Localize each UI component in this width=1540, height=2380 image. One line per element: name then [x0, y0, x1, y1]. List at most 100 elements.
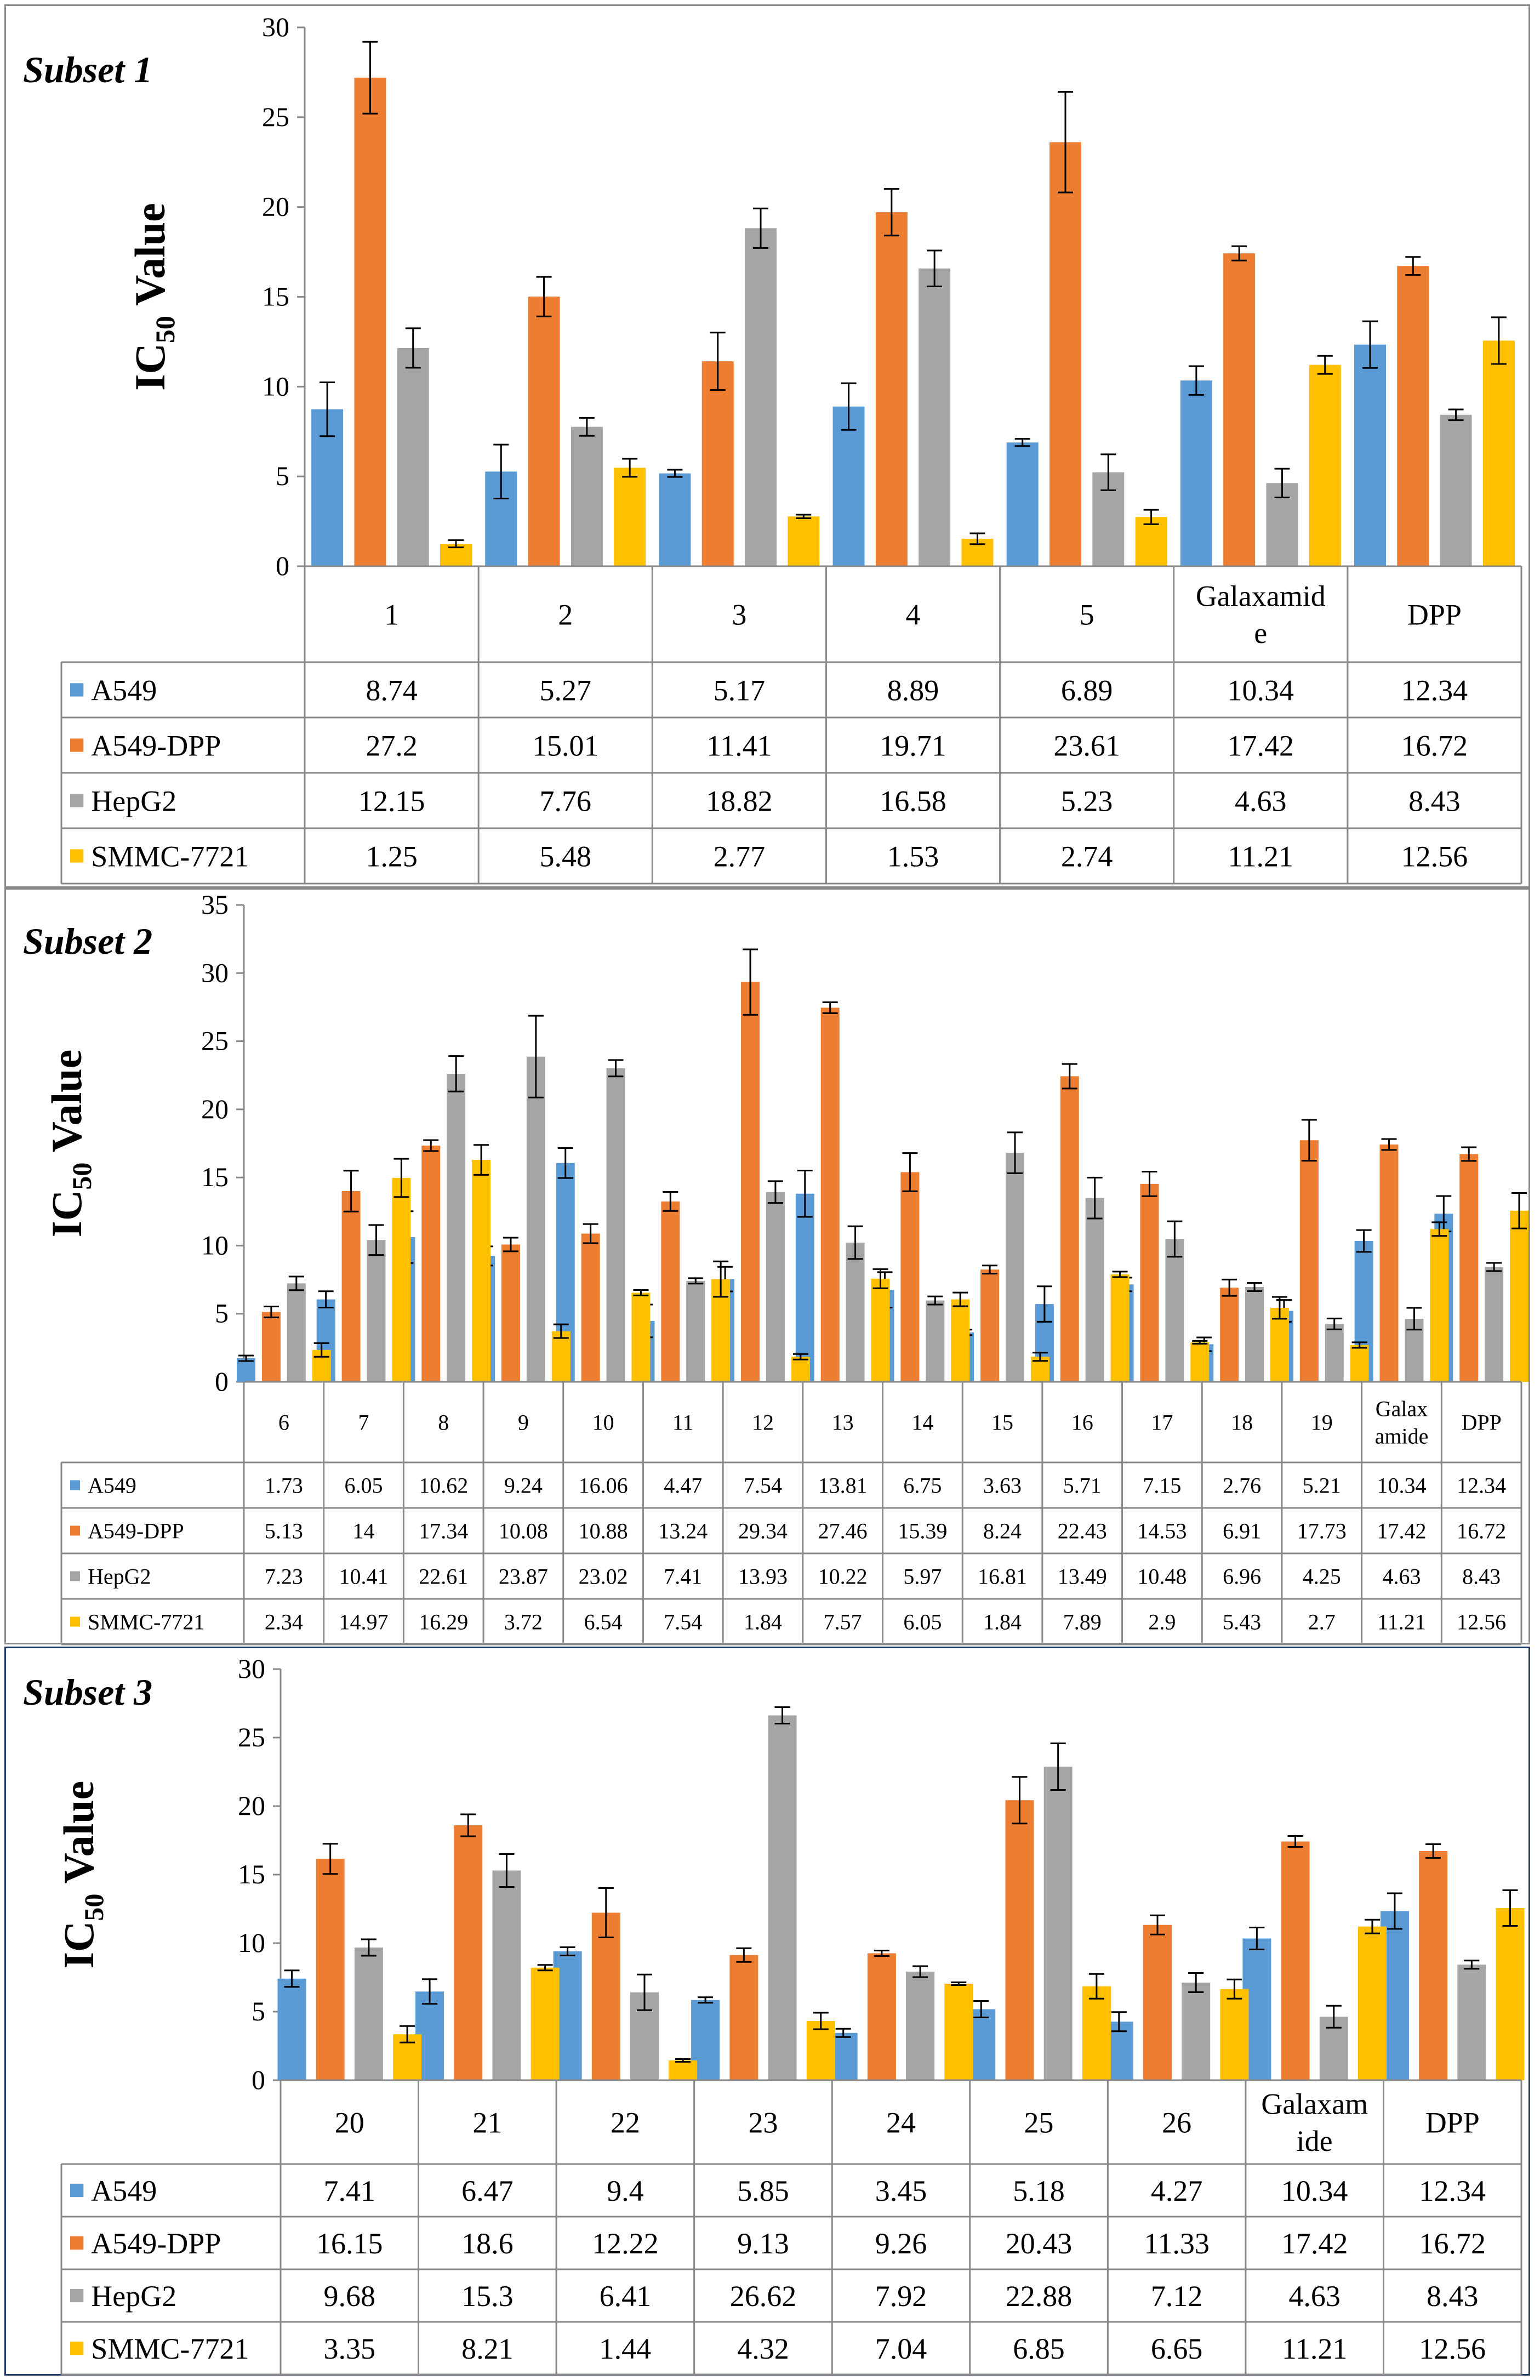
table-cell-value: 22.61: [419, 1564, 468, 1589]
bar-smmc-7721-dpp: [1496, 1908, 1525, 2080]
legend-swatch-a549: [70, 683, 84, 697]
table-cell-value: 8.43: [1427, 2280, 1479, 2313]
table-cell-value: 7.89: [1063, 1610, 1102, 1635]
table-cell-value: 6.91: [1223, 1519, 1261, 1544]
table-cell-value: 9.68: [324, 2280, 376, 2313]
y-tick-label: 25: [262, 101, 289, 132]
table-cell-value: 6.75: [903, 1473, 942, 1498]
table-cell-value: 17.42: [1281, 2227, 1348, 2260]
table-cell-value: 6.65: [1151, 2332, 1203, 2365]
bar-hepg2-11: [686, 1280, 705, 1382]
table-cell-value: 1.53: [887, 840, 939, 873]
category-label: 6: [278, 1410, 289, 1435]
bar-smmc-7721-17: [1190, 1342, 1210, 1382]
bar-hepg2-21: [492, 1870, 521, 2080]
y-axis-label-subscript: 50: [150, 316, 180, 343]
table-cell-value: 8.74: [366, 674, 418, 707]
bar-hepg2-6: [287, 1283, 306, 1382]
category-label: 10: [592, 1410, 614, 1435]
table-cell-value: 8.24: [983, 1519, 1022, 1544]
table-cell-value: 16.72: [1457, 1519, 1506, 1544]
table-cell-value: 9.26: [875, 2227, 927, 2260]
bar-smmc-7721-25: [1082, 1986, 1111, 2080]
table-cell-value: 4.25: [1303, 1564, 1341, 1589]
y-tick-label: 20: [262, 191, 289, 222]
bar-a549-dpp-dpp: [1419, 1851, 1448, 2080]
category-label: 16: [1071, 1410, 1093, 1435]
table-cell-value: 7.04: [875, 2332, 927, 2365]
table-cell-value: 16.06: [579, 1473, 628, 1498]
subset-3-panel: Subset 3 IC50 Value 0 5 10 15 20 25 30 20 21 22 23 24…: [0, 1644, 1540, 2380]
table-cell-value: 7.41: [664, 1564, 702, 1589]
table-cell-value: 6.54: [584, 1610, 623, 1635]
table-cell-value: 23.02: [579, 1564, 628, 1589]
table-cell-value: 5.13: [265, 1519, 303, 1544]
bar-a549-dpp-5: [1049, 142, 1081, 566]
category-label: e: [1254, 617, 1267, 650]
bar-a549-dpp-9: [501, 1244, 520, 1382]
bar-smmc-7721-16: [1110, 1274, 1130, 1382]
category-label: 3: [732, 598, 746, 631]
table-cell-value: 10.34: [1281, 2174, 1348, 2207]
table-cell-value: 10.08: [499, 1519, 548, 1544]
bar-smmc-7721-7: [392, 1177, 411, 1382]
table-cell-value: 11.21: [1282, 2332, 1348, 2365]
bar-a549-3: [659, 473, 691, 566]
y-tick-label: 20: [201, 1094, 229, 1124]
table-cell-value: 16.72: [1419, 2227, 1486, 2260]
category-label: 24: [886, 2106, 916, 2139]
y-tick-label: 30: [262, 12, 289, 42]
bar-smmc-7721-5: [1135, 517, 1167, 566]
y-tick-label: 0: [252, 2064, 265, 2095]
subset-2-panel: Subset 2 IC50 Value 0 5 10 15 20 25 30 35 6 7 8 9 10 11…: [0, 888, 1540, 1645]
table-cell-value: 3.35: [324, 2332, 376, 2365]
table-cell-value: 7.54: [744, 1473, 782, 1498]
category-label: DPP: [1461, 1410, 1501, 1435]
legend-label-hepg2: HepG2: [91, 784, 176, 817]
legend-label-hepg2: HepG2: [91, 2280, 176, 2313]
table-cell-value: 27.46: [818, 1519, 868, 1544]
category-label: 9: [518, 1410, 529, 1435]
category-label: 26: [1162, 2106, 1191, 2139]
bar-a549-dpp-7: [341, 1191, 361, 1382]
legend-label-smmc-7721: SMMC-7721: [88, 1610, 204, 1635]
table-cell-value: 17.73: [1297, 1519, 1347, 1544]
bar-hepg2-12: [766, 1192, 785, 1382]
table-cell-value: 5.17: [714, 674, 766, 707]
y-tick-label: 15: [238, 1859, 265, 1889]
bar-a549-dpp-dpp: [1397, 266, 1429, 566]
table-cell-value: 6.96: [1223, 1564, 1261, 1589]
category-label: Galaxamid: [1196, 580, 1326, 613]
table-cell-value: 2.7: [1308, 1610, 1336, 1635]
table-cell-value: 4.27: [1151, 2174, 1203, 2207]
table-cell-value: 8.21: [461, 2332, 514, 2365]
legend-swatch-hepg2: [70, 2288, 84, 2303]
bar-hepg2-20: [354, 1948, 383, 2080]
bar-smmc-7721-2: [614, 468, 646, 566]
category-label: 15: [991, 1410, 1013, 1435]
table-cell-value: 26.62: [730, 2280, 797, 2313]
y-tick-label: 25: [201, 1026, 229, 1056]
category-label: 13: [832, 1410, 854, 1435]
legend-label-a549-dpp: A549-DPP: [91, 729, 221, 762]
bar-smmc-7721-8: [472, 1160, 491, 1382]
bar-hepg2-4: [919, 268, 951, 567]
bar-hepg2-18: [1245, 1286, 1264, 1382]
bar-a549-6: [236, 1358, 255, 1382]
bar-a549-dpp-11: [661, 1201, 680, 1382]
bar-a549-dpp-16: [1060, 1076, 1079, 1382]
bar-a549-13: [795, 1193, 814, 1382]
subset-1-frame: [4, 4, 1530, 888]
category-label: 11: [672, 1410, 694, 1435]
y-tick-label: 30: [201, 957, 229, 988]
bar-hepg2-8: [447, 1073, 466, 1382]
bar-a549-dpp-25: [1005, 1800, 1034, 2080]
table-cell-value: 14.97: [339, 1610, 389, 1635]
table-cell-value: 10.48: [1137, 1564, 1187, 1589]
bar-a549-dpp-dpp: [1459, 1154, 1479, 1382]
table-cell-value: 12.56: [1401, 840, 1468, 873]
table-cell-value: 18.6: [461, 2227, 514, 2260]
table-cell-value: 13.49: [1058, 1564, 1107, 1589]
legend-swatch-a549-dpp: [70, 1525, 80, 1536]
table-cell-value: 29.34: [738, 1519, 788, 1544]
